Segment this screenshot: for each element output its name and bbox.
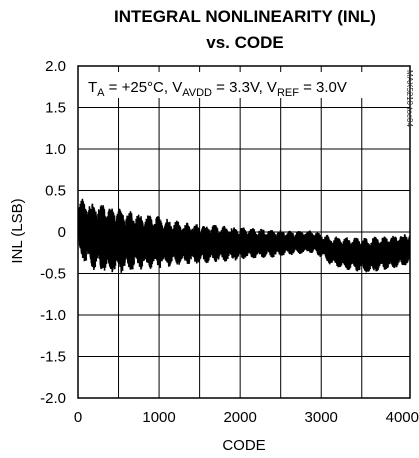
x-tick-label-3: 3000 xyxy=(305,409,338,426)
y-tick-label-2: 1.0 xyxy=(45,141,66,158)
plot-series xyxy=(78,198,410,273)
x-tick-label-0: 0 xyxy=(74,409,82,426)
conditions-annotation: TA = +25°C, VAVDD = 3.3V, VREF = 3.0V xyxy=(88,79,347,99)
cond-t: T xyxy=(88,79,97,96)
x-tick-label-1: 1000 xyxy=(142,409,175,426)
x-tick-labels: 0 1000 2000 3000 4000 xyxy=(74,409,419,426)
cond-v1-sub: AVDD xyxy=(182,87,212,99)
y-tick-label-1: 1.5 xyxy=(45,100,66,117)
y-tick-label-8: -2.0 xyxy=(40,390,66,407)
cond-v2: V xyxy=(267,79,277,96)
plot-frame xyxy=(77,65,411,399)
inl-trace xyxy=(78,198,410,273)
cond-t-sub: A xyxy=(97,87,105,99)
chart-title-line2: vs. CODE xyxy=(206,33,283,52)
conditions-background xyxy=(82,72,382,98)
cond-t-val: = +25°C, xyxy=(105,79,173,96)
chart-title-line1: INTEGRAL NONLINEARITY (INL) xyxy=(114,7,376,26)
y-tick-label-3: 0.5 xyxy=(45,183,66,200)
cond-v1-val: = 3.3V, xyxy=(212,79,267,96)
y-tick-label-0: 2.0 xyxy=(45,58,66,75)
y-tick-labels: 2.0 1.5 1.0 0.5 0 -0.5 -1.0 -1.5 -2.0 xyxy=(40,58,66,407)
y-tick-label-5: -0.5 xyxy=(40,266,66,283)
cond-v2-sub: REF xyxy=(277,87,299,99)
x-tick-label-4: 4000 xyxy=(386,409,419,426)
y-tick-label-4: 0 xyxy=(58,224,66,241)
x-axis-label: CODE xyxy=(222,437,265,454)
side-label: MAX5210 toc04 xyxy=(405,70,414,127)
cond-v1: V xyxy=(172,79,182,96)
y-tick-label-6: -1.0 xyxy=(40,307,66,324)
y-tick-label-7: -1.5 xyxy=(40,349,66,366)
x-tick-label-2: 2000 xyxy=(223,409,256,426)
y-axis-label: INL (LSB) xyxy=(9,198,26,263)
cond-v2-val: = 3.0V xyxy=(299,79,347,96)
